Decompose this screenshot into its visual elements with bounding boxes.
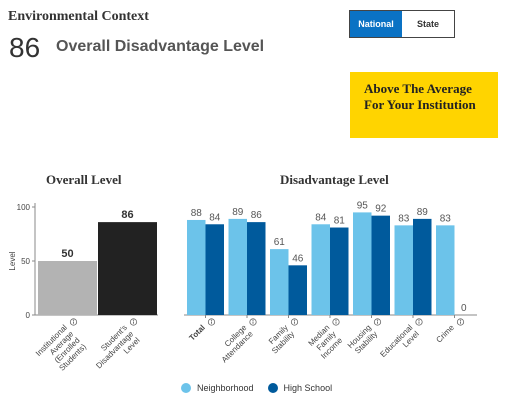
- data-label-institutional-average-enrolled-students: 50: [61, 248, 73, 260]
- legend-label-high-school: High School: [283, 383, 333, 393]
- legend-label-neighborhood: Neighborhood: [197, 383, 254, 393]
- bar-median-family-income-high-school[interactable]: [330, 227, 349, 315]
- info-icon-crime[interactable]: [456, 318, 465, 326]
- y-axis-label: Level: [8, 251, 17, 270]
- category-label-median-family-income: MedianFamilyIncome: [306, 323, 344, 361]
- bar-educational-level-neighborhood[interactable]: [394, 225, 414, 315]
- category-label-student-s-disadvantage-level: Student'sDisadvantageLevel: [88, 323, 142, 377]
- bar-crime-neighborhood[interactable]: [436, 225, 455, 315]
- info-icon-housing-stability[interactable]: [373, 318, 382, 326]
- info-icon-total[interactable]: [207, 318, 216, 326]
- category-label-housing-stability: HousingStability: [346, 323, 379, 356]
- bar-housing-stability-neighborhood[interactable]: [353, 212, 372, 315]
- category-label-college-attendance: CollegeAttendance: [213, 323, 255, 365]
- category-label-crime: Crime: [434, 323, 456, 345]
- legend-item-neighborhood[interactable]: Neighborhood: [181, 383, 254, 393]
- y-tick-label: 50: [21, 257, 30, 266]
- data-label-housing-stability-neighborhood: 95: [357, 200, 369, 211]
- y-tick-label: 0: [26, 311, 31, 320]
- state-toggle-button[interactable]: State: [402, 11, 454, 37]
- info-icon-median-family-income[interactable]: [332, 318, 340, 326]
- bar-housing-stability-high-school[interactable]: [371, 215, 391, 315]
- info-icon-educational-level[interactable]: [415, 318, 423, 326]
- data-label-total-high-school: 84: [209, 212, 221, 223]
- info-icon-college-attendance[interactable]: [249, 318, 257, 326]
- bar-institutional-average-enrolled-students[interactable]: [38, 261, 97, 315]
- comparison-callout: Above The Average For Your Institution: [350, 72, 498, 138]
- score-label: Overall Disadvantage Level: [56, 38, 265, 55]
- bar-college-attendance-high-school[interactable]: [247, 222, 266, 315]
- bar-college-attendance-neighborhood[interactable]: [228, 218, 248, 315]
- category-label-family-stability: FamilyStability: [264, 323, 297, 356]
- section-title: Environmental Context: [8, 9, 149, 24]
- data-label-total-neighborhood: 88: [191, 208, 203, 219]
- bar-student-s-disadvantage-level[interactable]: [98, 222, 157, 315]
- bar-family-stability-neighborhood[interactable]: [270, 249, 289, 315]
- data-label-student-s-disadvantage-level: 86: [121, 209, 133, 221]
- info-icon-family-stability[interactable]: [290, 318, 299, 326]
- legend-swatch-high-school: [267, 383, 278, 393]
- category-label-institutional-average-enrolled-students: InstitutionalAverage(EnrolledStudents): [34, 323, 88, 377]
- bar-median-family-income-neighborhood[interactable]: [311, 224, 331, 315]
- bar-educational-level-high-school[interactable]: [413, 218, 432, 315]
- data-label-crime-neighborhood: 83: [440, 213, 452, 224]
- overall-score: 86: [9, 32, 41, 63]
- disadvantage-level-chart: 88 84 Total 89 86 CollegeAttendance 61 46 Family…: [184, 200, 477, 365]
- data-label-educational-level-high-school: 89: [417, 207, 429, 218]
- scope-toggle: National State: [349, 10, 455, 38]
- category-label-educational-level: EducationalLevel: [378, 323, 420, 365]
- data-label-crime-high-school: 0: [461, 303, 467, 314]
- disadvantage-level-chart-title: Disadvantage Level: [280, 172, 389, 187]
- info-icon-student-s-disadvantage-level[interactable]: [129, 318, 138, 326]
- y-tick-label: 100: [17, 203, 31, 212]
- data-label-family-stability-high-school: 46: [292, 253, 304, 264]
- overall-level-chart-title: Overall Level: [46, 172, 122, 187]
- legend-swatch-neighborhood: [181, 383, 191, 393]
- national-toggle-button[interactable]: National: [350, 11, 402, 37]
- overall-level-chart: 0 50 100 Level 50 InstitutionalAverage(Enroll…: [8, 203, 158, 377]
- data-label-median-family-income-high-school: 81: [334, 216, 346, 227]
- category-label-total: Total: [187, 323, 206, 342]
- data-label-family-stability-neighborhood: 61: [274, 237, 286, 248]
- legend-item-high-school[interactable]: High School: [267, 383, 333, 393]
- bar-total-neighborhood[interactable]: [187, 219, 206, 315]
- data-label-college-attendance-high-school: 86: [251, 210, 263, 221]
- data-label-median-family-income-neighborhood: 84: [315, 212, 327, 223]
- chart-legend: Neighborhood High School: [181, 383, 346, 393]
- info-icon-institutional-average-enrolled-students[interactable]: [69, 318, 78, 326]
- bar-total-high-school[interactable]: [205, 224, 225, 315]
- data-label-college-attendance-neighborhood: 89: [232, 207, 244, 218]
- bar-family-stability-high-school[interactable]: [288, 265, 308, 315]
- data-label-housing-stability-high-school: 92: [375, 204, 387, 215]
- data-label-educational-level-neighborhood: 83: [398, 213, 410, 224]
